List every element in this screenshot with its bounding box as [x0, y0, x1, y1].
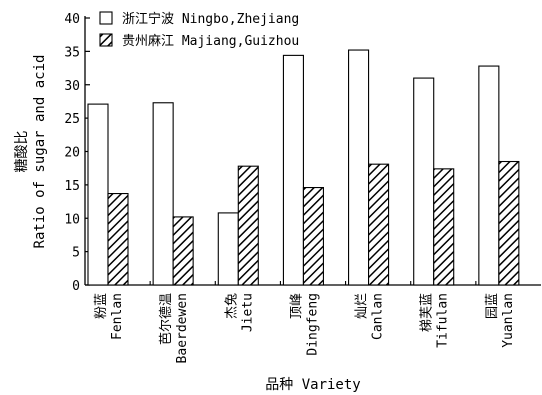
category-label-en: Tifulan: [436, 293, 451, 348]
y-tick-label: 0: [72, 279, 80, 294]
bar-majiang: [368, 163, 390, 286]
category-label-cn: 粉蓝: [94, 293, 109, 319]
category-label-en: Dingfeng: [305, 293, 320, 356]
y-tick-label: 25: [64, 112, 80, 127]
bar-majiang: [302, 186, 324, 286]
bar-majiang: [172, 216, 194, 286]
x-axis-title: 品种 Variety: [265, 377, 360, 393]
bar-ningbo: [348, 49, 370, 286]
category-label-en: Canlan: [371, 293, 386, 340]
y-axis-title-en: Ratio of sugar and acid: [32, 55, 48, 249]
bar-ningbo: [282, 54, 304, 286]
bar-majiang: [498, 160, 520, 286]
legend-swatch-majiang: [99, 33, 113, 47]
category-label-cn: 杰兔: [224, 293, 239, 319]
category-label-en: Yuanlan: [501, 293, 516, 348]
category-label-cn: 顶峰: [289, 293, 304, 319]
bar-ningbo: [152, 102, 174, 286]
bar-ningbo: [413, 77, 435, 286]
legend-label-ningbo: 浙江宁波 Ningbo,Zhejiang: [122, 11, 299, 27]
y-tick-label: 5: [72, 246, 80, 261]
y-tick-label: 20: [64, 146, 80, 161]
y-axis-title-cn: 糖酸比: [14, 131, 30, 173]
category-label-cn: 芭尔德温: [159, 293, 174, 345]
y-tick-label: 35: [64, 45, 80, 60]
category-label-en: Fenlan: [110, 293, 125, 340]
category-label-en: Baerdewen: [175, 293, 190, 363]
bar-majiang: [433, 168, 455, 286]
bar-ningbo: [217, 212, 239, 286]
bar-ningbo: [87, 103, 109, 286]
category-label-cn: 梯芙蓝: [420, 293, 435, 332]
legend-swatch-ningbo: [99, 11, 113, 25]
bar-ningbo: [478, 65, 500, 286]
y-tick-label: 10: [64, 212, 80, 227]
category-label-cn: 灿烂: [355, 293, 370, 319]
y-tick-label: 15: [64, 179, 80, 194]
category-label-en: Jietu: [240, 293, 255, 332]
bar-majiang: [107, 193, 129, 286]
bar-majiang: [237, 165, 259, 286]
legend-label-majiang: 贵州麻江 Majiang,Guizhou: [122, 34, 299, 49]
category-label-cn: 园蓝: [485, 293, 500, 319]
y-tick-label: 30: [64, 79, 80, 94]
y-tick-label: 40: [64, 12, 80, 27]
